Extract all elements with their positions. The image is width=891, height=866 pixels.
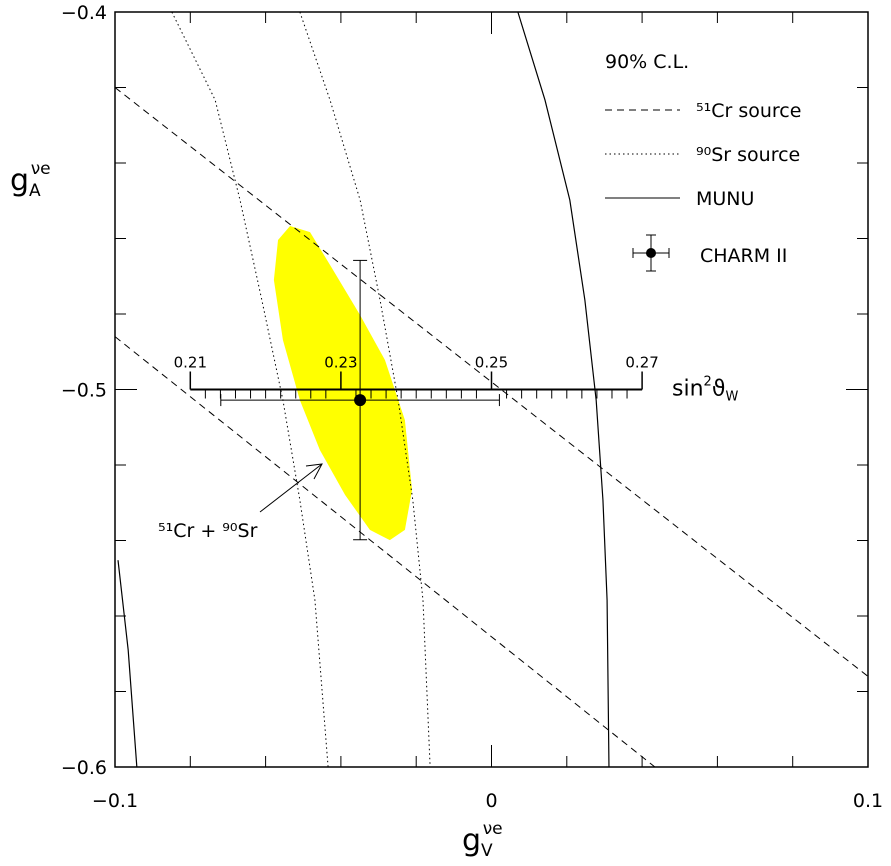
sin2-axis-label-mid: ϑ xyxy=(712,377,726,402)
sin2-axis-label-base: sin xyxy=(672,377,704,402)
x-tick-label: 0 xyxy=(485,790,497,812)
annotation-arrow xyxy=(259,463,323,513)
y-axis-label-base: g xyxy=(10,163,29,198)
sin2-axis-label-sup: 2 xyxy=(704,375,712,390)
curve xyxy=(299,12,431,767)
legend-title: 90% C.L. xyxy=(605,51,689,73)
curve xyxy=(115,87,868,677)
y-axis-label-sup: νe xyxy=(31,159,51,179)
sin2-axis-label: sin2ϑW xyxy=(672,375,738,405)
legend-label: ⁵¹Cr source xyxy=(696,100,801,122)
annotation: ⁵¹Cr + ⁹⁰Sr xyxy=(158,520,258,542)
arrow-head xyxy=(305,463,323,480)
sin2-tick-label: 0.23 xyxy=(324,354,357,372)
y-axis-label-sub: A xyxy=(29,181,41,201)
x-axis-label: gVνe xyxy=(462,819,503,861)
y-axis-label: gAνe xyxy=(10,159,51,201)
sin2-tick-label: 0.21 xyxy=(174,354,207,372)
y-tick-label: −0.6 xyxy=(61,757,107,779)
x-axis-label-sub: V xyxy=(481,841,493,861)
legend-marker xyxy=(646,248,656,258)
legend-label: CHARM II xyxy=(700,245,787,267)
legend-label: ⁹⁰Sr source xyxy=(696,144,800,166)
data-point xyxy=(354,394,367,407)
plot-area xyxy=(115,12,868,767)
curve xyxy=(517,12,610,767)
x-tick-label: −0.1 xyxy=(92,790,138,812)
region xyxy=(273,226,413,541)
legend-label: MUNU xyxy=(696,188,754,210)
x-axis-label-base: g xyxy=(462,823,481,858)
curve xyxy=(117,560,138,767)
sin2-tick-label: 0.25 xyxy=(475,354,508,372)
sin2-tick-label: 0.27 xyxy=(625,354,658,372)
x-axis-label-sup: νe xyxy=(483,819,503,839)
x-tick-label: 0.1 xyxy=(853,790,883,812)
sin2-axis-label-sub: W xyxy=(725,390,738,405)
y-tick-label: −0.5 xyxy=(61,380,107,402)
y-tick-label: −0.4 xyxy=(61,2,107,24)
